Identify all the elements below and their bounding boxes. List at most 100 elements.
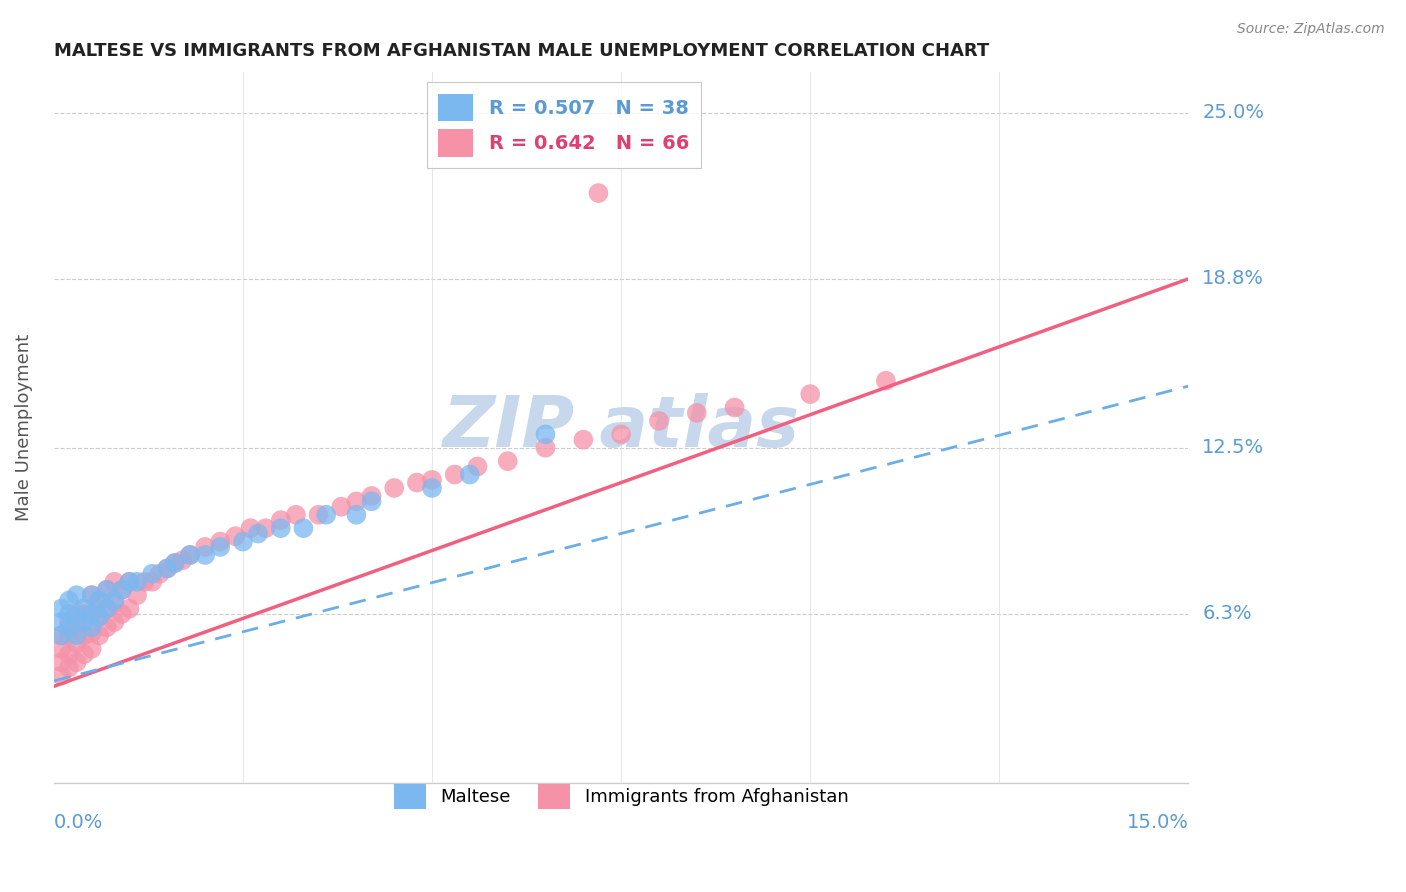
Point	[172, 553, 194, 567]
Point	[96, 601, 118, 615]
Point	[103, 615, 125, 629]
Point	[149, 566, 172, 581]
Point	[89, 593, 111, 607]
Point	[89, 593, 111, 607]
Point	[270, 513, 292, 527]
Point	[96, 582, 118, 597]
Point	[65, 609, 87, 624]
Point	[125, 588, 148, 602]
Point	[534, 441, 557, 455]
Point	[179, 548, 201, 562]
Point	[254, 521, 277, 535]
Point	[80, 625, 103, 640]
Point	[51, 641, 73, 656]
Point	[125, 574, 148, 589]
Point	[156, 561, 179, 575]
Point	[80, 620, 103, 634]
Text: 6.3%: 6.3%	[1202, 605, 1251, 624]
Point	[89, 609, 111, 624]
Point	[382, 481, 405, 495]
Y-axis label: Male Unemployment: Male Unemployment	[15, 334, 32, 521]
Point	[224, 529, 246, 543]
Point	[65, 636, 87, 650]
Point	[209, 534, 232, 549]
Point	[51, 668, 73, 682]
Point	[209, 540, 232, 554]
Point	[96, 601, 118, 615]
Point	[51, 601, 73, 615]
Point	[80, 641, 103, 656]
Point	[58, 593, 80, 607]
Point	[141, 574, 163, 589]
Point	[194, 540, 217, 554]
Point	[80, 607, 103, 621]
Point	[65, 620, 87, 634]
Text: 18.8%: 18.8%	[1202, 269, 1264, 288]
Point	[80, 588, 103, 602]
Point	[65, 655, 87, 669]
Point	[648, 414, 671, 428]
Point	[65, 607, 87, 621]
Point	[247, 526, 270, 541]
Point	[58, 628, 80, 642]
Point	[96, 620, 118, 634]
Point	[360, 494, 382, 508]
Point	[360, 489, 382, 503]
Point	[111, 607, 134, 621]
Point	[799, 387, 821, 401]
Legend: Maltese, Immigrants from Afghanistan: Maltese, Immigrants from Afghanistan	[387, 776, 856, 816]
Point	[134, 574, 156, 589]
Point	[73, 628, 96, 642]
Point	[467, 459, 489, 474]
Point	[156, 561, 179, 575]
Text: 15.0%: 15.0%	[1126, 814, 1188, 832]
Point	[58, 615, 80, 629]
Point	[80, 607, 103, 621]
Point	[103, 593, 125, 607]
Point	[284, 508, 307, 522]
Point	[406, 475, 429, 490]
Point	[80, 588, 103, 602]
Point	[179, 548, 201, 562]
Point	[420, 481, 443, 495]
Point	[96, 582, 118, 597]
Point	[572, 433, 595, 447]
Point	[239, 521, 262, 535]
Point	[420, 473, 443, 487]
Point	[163, 556, 186, 570]
Point	[232, 534, 254, 549]
Point	[610, 427, 633, 442]
Point	[723, 401, 745, 415]
Point	[534, 427, 557, 442]
Point	[65, 588, 87, 602]
Point	[443, 467, 465, 482]
Point	[292, 521, 315, 535]
Point	[51, 628, 73, 642]
Point	[163, 556, 186, 570]
Point	[58, 607, 80, 621]
Point	[344, 508, 367, 522]
Point	[588, 186, 610, 200]
Point	[89, 609, 111, 624]
Point	[141, 566, 163, 581]
Point	[118, 574, 141, 589]
Point	[875, 374, 897, 388]
Point	[458, 467, 481, 482]
Point	[315, 508, 337, 522]
Point	[51, 628, 73, 642]
Point	[58, 660, 80, 674]
Point	[51, 655, 73, 669]
Point	[58, 647, 80, 661]
Point	[686, 406, 709, 420]
Text: Source: ZipAtlas.com: Source: ZipAtlas.com	[1237, 22, 1385, 37]
Point	[103, 596, 125, 610]
Point	[344, 494, 367, 508]
Point	[73, 647, 96, 661]
Point	[111, 582, 134, 597]
Point	[58, 620, 80, 634]
Point	[103, 574, 125, 589]
Text: MALTESE VS IMMIGRANTS FROM AFGHANISTAN MALE UNEMPLOYMENT CORRELATION CHART: MALTESE VS IMMIGRANTS FROM AFGHANISTAN M…	[53, 42, 988, 60]
Point	[51, 615, 73, 629]
Point	[118, 601, 141, 615]
Point	[496, 454, 519, 468]
